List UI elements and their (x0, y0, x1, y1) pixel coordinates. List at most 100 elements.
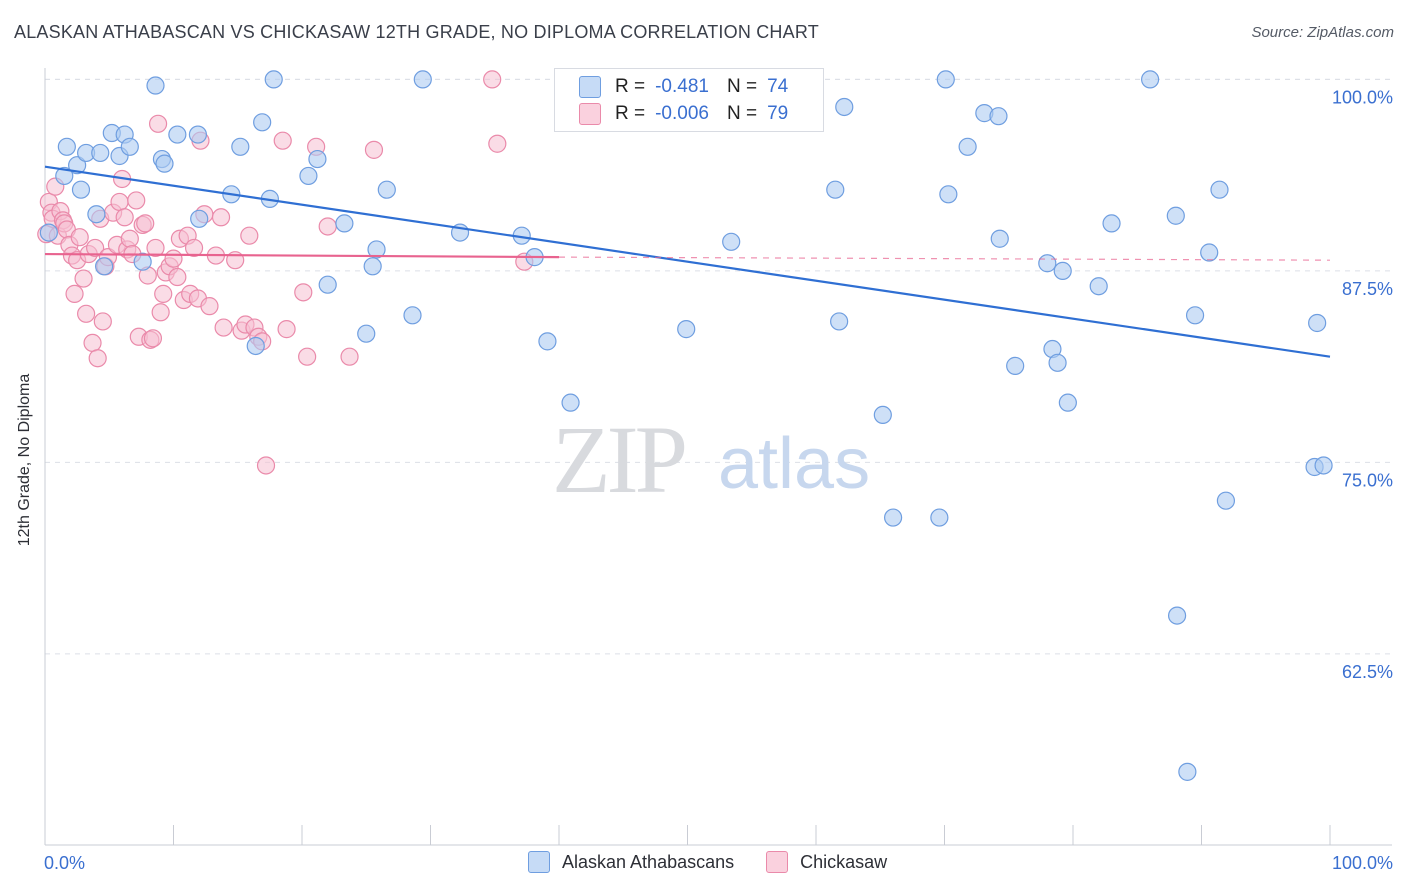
data-point-alaskan-athabascans (1166, 206, 1185, 225)
data-point-alaskan-athabascans (377, 180, 396, 199)
data-point-chickasaw (318, 217, 337, 236)
legend-swatch-blue (528, 851, 550, 873)
data-point-alaskan-athabascans (990, 229, 1009, 248)
data-point-chickasaw (211, 208, 231, 227)
data-point-alaskan-athabascans (68, 156, 87, 175)
data-point-alaskan-athabascans (308, 149, 327, 169)
data-point-chickasaw (127, 191, 146, 210)
data-point-alaskan-athabascans (936, 70, 955, 89)
data-point-alaskan-athabascans (55, 166, 74, 186)
data-point-alaskan-athabascans (930, 508, 949, 527)
data-point-alaskan-athabascans (71, 180, 91, 199)
source-credit: Source: ZipAtlas.com (1251, 24, 1394, 41)
data-point-alaskan-athabascans (958, 137, 977, 156)
data-point-alaskan-athabascans (939, 185, 958, 204)
data-point-alaskan-athabascans (168, 125, 187, 144)
data-point-chickasaw (200, 297, 219, 316)
data-point-chickasaw (340, 347, 359, 366)
y-tick-label: 75.0% (1342, 470, 1393, 490)
data-point-alaskan-athabascans (120, 137, 139, 156)
legend-n-label: N = (726, 103, 758, 124)
y-tick-label: 100.0% (1332, 87, 1393, 107)
x-tick-label-max: 100.0% (1332, 853, 1393, 873)
data-point-chickasaw (93, 312, 112, 331)
legend-n-label: N = (726, 76, 758, 97)
data-point-chickasaw (483, 70, 502, 89)
data-point-chickasaw (364, 140, 384, 159)
data-point-alaskan-athabascans (253, 113, 272, 132)
legend-swatch-pink (766, 851, 789, 873)
data-point-alaskan-athabascans (830, 312, 849, 331)
data-point-alaskan-athabascans (1314, 456, 1333, 475)
data-point-chickasaw (146, 238, 165, 258)
data-point-alaskan-athabascans (1053, 261, 1072, 280)
data-point-alaskan-athabascans (1038, 254, 1057, 273)
watermark-zip: ZIP (552, 406, 685, 513)
legend-item-chickasaw: Chickasaw (766, 851, 887, 873)
data-point-alaskan-athabascans (1048, 353, 1067, 372)
data-point-alaskan-athabascans (722, 232, 741, 251)
data-point-chickasaw (88, 349, 107, 368)
data-point-alaskan-athabascans (95, 257, 114, 276)
data-point-alaskan-athabascans (835, 97, 854, 117)
data-point-alaskan-athabascans (538, 332, 557, 351)
data-point-alaskan-athabascans (561, 393, 580, 412)
data-point-alaskan-athabascans (246, 336, 265, 356)
data-point-alaskan-athabascans (1185, 306, 1205, 325)
y-tick-label: 62.5% (1342, 662, 1393, 682)
data-point-alaskan-athabascans (1216, 491, 1236, 510)
tick-labels: 100.0% 87.5% 75.0% 62.5% 0.0% 100.0% (44, 87, 1393, 873)
x-tick-label-min: 0.0% (44, 853, 85, 873)
data-point-chickasaw (110, 192, 129, 212)
data-point-chickasaw (151, 303, 170, 322)
watermark: ZIP atlas (552, 406, 870, 513)
data-point-chickasaw (115, 208, 134, 227)
data-point-alaskan-athabascans (87, 205, 106, 224)
legend-r-value: -0.481 (655, 76, 709, 97)
data-point-chickasaw (168, 267, 187, 287)
legend-label-alaskan-athabascans: Alaskan Athabascans (562, 851, 735, 872)
data-point-alaskan-athabascans (883, 508, 903, 527)
y-tick-label: 87.5% (1342, 279, 1393, 299)
data-point-alaskan-athabascans (155, 154, 174, 173)
data-point-chickasaw (214, 318, 233, 337)
data-point-chickasaw (277, 320, 296, 339)
stats-legend: R = -0.481 N = 74 R = -0.006 N = 79 (554, 68, 824, 132)
data-point-chickasaw (154, 284, 173, 303)
data-point-chickasaw (298, 347, 317, 366)
legend-r-label: R = (615, 76, 646, 97)
trend-line-alaskan-athabascans (44, 165, 1331, 358)
data-point-alaskan-athabascans (357, 324, 376, 343)
data-point-alaskan-athabascans (413, 70, 432, 89)
chart-title: ALASKAN ATHABASCAN VS CHICKASAW 12TH GRA… (14, 22, 819, 42)
data-point-chickasaw (143, 329, 163, 348)
data-point-alaskan-athabascans (363, 257, 382, 276)
gridlines (45, 78, 1392, 655)
data-point-alaskan-athabascans (367, 240, 386, 259)
data-point-alaskan-athabascans (146, 76, 165, 95)
data-point-alaskan-athabascans (1102, 214, 1121, 233)
data-point-chickasaw (256, 456, 276, 475)
legend-swatch-blue (579, 76, 601, 98)
watermark-atlas: atlas (718, 424, 870, 504)
data-point-chickasaw (77, 304, 96, 323)
data-point-chickasaw (136, 214, 155, 233)
data-point-alaskan-athabascans (1089, 277, 1108, 296)
data-point-alaskan-athabascans (133, 252, 152, 271)
legend-label-chickasaw: Chickasaw (800, 851, 888, 872)
data-point-alaskan-athabascans (231, 137, 250, 156)
legend-r-label: R = (615, 103, 646, 124)
series-legend: Alaskan Athabascans Chickasaw (528, 851, 919, 873)
legend-row-blue: R = -0.481 N = 74 (579, 75, 788, 99)
data-point-chickasaw (273, 131, 292, 150)
legend-swatch-pink (579, 103, 601, 125)
legend-n-value: 74 (767, 76, 789, 97)
data-point-chickasaw (240, 226, 259, 245)
data-point-alaskan-athabascans (403, 306, 422, 325)
legend-item-alaskan-athabascans: Alaskan Athabascans (528, 851, 734, 873)
data-point-alaskan-athabascans (1210, 180, 1229, 199)
data-point-chickasaw (148, 114, 168, 133)
data-point-alaskan-athabascans (1167, 606, 1187, 625)
data-point-alaskan-athabascans (1140, 70, 1160, 89)
